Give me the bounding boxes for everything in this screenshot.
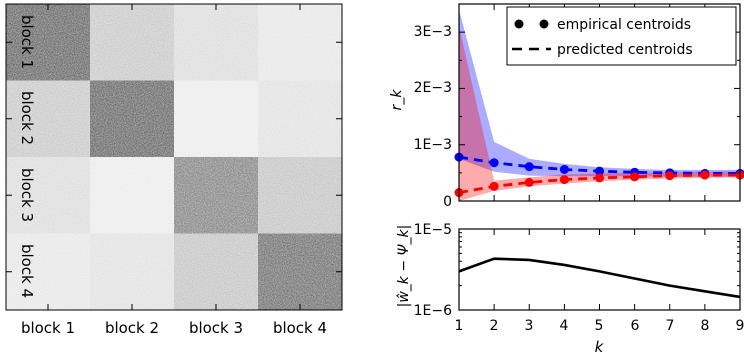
empirical-point (489, 181, 499, 191)
error-xtick-label: 7 (666, 318, 675, 334)
empirical-point (595, 166, 604, 176)
heatmap-xtick-label: block 1 (21, 319, 75, 337)
rk-ytick-label: 0 (443, 194, 452, 210)
rk-ytick-label: 1E−3 (414, 137, 452, 153)
empirical-point (559, 164, 569, 174)
heatmap-noise-texture (6, 4, 342, 310)
heatmap-ytick-label: block 4 (18, 244, 36, 298)
empirical-point (489, 158, 499, 168)
error-xlabel: k (595, 338, 605, 356)
confidence-band (459, 26, 740, 202)
empirical-point (524, 162, 534, 172)
empirical-point (559, 175, 569, 185)
error-panel: 1E−5 1E−6 |ŵ_k − Ψ_k| 1 2 3 4 5 6 7 8 9 … (396, 222, 744, 356)
heatmap-ytick-label: block 3 (18, 168, 36, 222)
error-ylabel: |ŵ_k − Ψ_k| (396, 225, 412, 308)
rk-bands (459, 9, 740, 202)
empirical-point (630, 172, 640, 182)
empirical-point (595, 173, 604, 183)
legend-label-predicted: predicted centroids (557, 42, 693, 58)
error-xtick-label: 6 (631, 318, 640, 334)
rk-ytick-label: 2E−3 (414, 80, 452, 96)
confidence-band (459, 9, 740, 177)
error-xtick-label: 8 (701, 318, 710, 334)
error-xtick-label: 2 (490, 318, 499, 334)
error-ticks (458, 229, 741, 310)
rk-panel: 3E−3 2E−3 1E−3 0 r_k empirical centroids… (389, 3, 744, 210)
legend-label-empirical: empirical centroids (557, 17, 691, 33)
error-xtick-label: 4 (560, 318, 569, 334)
error-xtick-label: 9 (736, 318, 744, 334)
error-line (458, 257, 741, 299)
rk-ylabel: r_k (389, 89, 405, 111)
heatmap-xtick-label: block 3 (189, 319, 243, 337)
error-ytick-label: 1E−5 (414, 222, 452, 238)
heatmap-ytick-label: block 2 (18, 91, 36, 145)
heatmap-ytick-label: block 1 (18, 15, 36, 69)
heatmap-ticks (6, 4, 342, 310)
empirical-point (524, 177, 534, 187)
rk-ytick-label: 3E−3 (414, 24, 452, 40)
error-xtick-label: 1 (455, 318, 464, 334)
rk-legend: empirical centroids predicted centroids (506, 6, 737, 66)
error-plot-frame (458, 228, 741, 311)
error-xtick-label: 3 (525, 318, 534, 334)
rk-points (454, 152, 744, 198)
empirical-point (665, 171, 675, 181)
legend-dot-icon (539, 19, 549, 29)
heatmap-xtick-label: block 4 (273, 319, 327, 337)
legend-dot-icon (514, 19, 524, 29)
heatmap-xtick-label: block 2 (105, 319, 159, 337)
heatmap-panel: block 1 block 2 block 3 block 4 block 1 … (5, 3, 343, 337)
empirical-point (700, 170, 710, 180)
heatmap-frame (5, 3, 343, 311)
error-ytick-label: 1E−6 (414, 303, 452, 319)
legend-box (506, 6, 737, 66)
error-xtick-label: 5 (595, 318, 604, 334)
